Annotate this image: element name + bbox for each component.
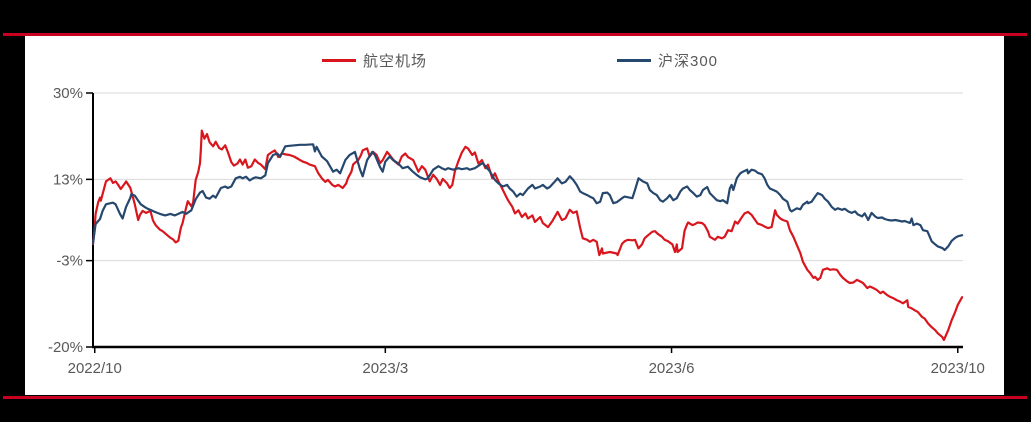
bottom-red-rule xyxy=(3,396,1027,399)
legend-label-aviation: 航空机场 xyxy=(363,52,428,70)
y-tick-label: -20% xyxy=(48,339,83,356)
chart-legend: 航空机场 沪深300 xyxy=(0,48,1031,72)
y-tick-label: -3% xyxy=(56,253,83,270)
x-tick-label: 2023/10 xyxy=(931,360,985,377)
x-tick-label: 2023/6 xyxy=(649,360,695,377)
y-tick-label: 13% xyxy=(53,171,83,188)
x-tick-label: 2023/3 xyxy=(362,360,408,377)
series-line-aviation xyxy=(91,129,964,341)
x-tick-label: 2022/10 xyxy=(68,360,122,377)
top-red-rule xyxy=(3,33,1027,36)
legend-item-csi300: 沪深300 xyxy=(617,48,718,72)
legend-label-csi300: 沪深300 xyxy=(658,52,719,70)
series-line-csi300 xyxy=(91,143,964,252)
legend-line-swatch-blue xyxy=(617,58,651,62)
y-tick-label: 30% xyxy=(53,85,83,102)
legend-item-aviation: 航空机场 xyxy=(322,48,427,72)
chart-card xyxy=(25,36,1004,395)
legend-line-swatch-red xyxy=(322,58,356,62)
